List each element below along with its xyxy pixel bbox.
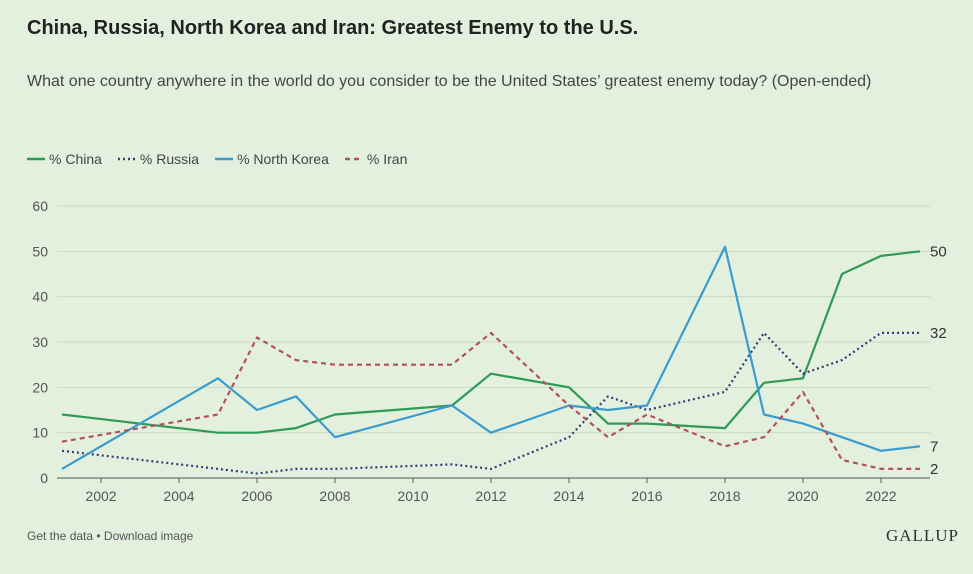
y-tick-label: 10 xyxy=(32,425,48,441)
legend-label-russia: % Russia xyxy=(139,151,200,167)
x-tick-label: 2002 xyxy=(85,488,116,504)
x-tick-label: 2010 xyxy=(397,488,428,504)
legend: % China % Russia % North Korea % Iran xyxy=(27,151,407,167)
chart-subtitle: What one country anywhere in the world d… xyxy=(27,73,872,90)
series-line-north-korea xyxy=(61,245,921,470)
legend-label-china: % China xyxy=(49,151,102,167)
series-line-iran xyxy=(61,331,920,470)
y-tick-label: 20 xyxy=(32,379,48,395)
x-tick-label: 2014 xyxy=(553,488,584,504)
legend-swatch-iran xyxy=(344,157,363,161)
legend-swatch-china xyxy=(27,157,45,161)
legend-swatch-north-korea xyxy=(215,157,234,161)
legend-item-china[interactable]: % China xyxy=(27,151,102,167)
x-tick-label: 2016 xyxy=(631,488,662,504)
y-tick-label: 40 xyxy=(32,289,48,305)
y-tick-label: 60 xyxy=(32,198,48,214)
end-label: 2 xyxy=(930,461,938,478)
y-tick-label: 0 xyxy=(40,470,48,486)
end-label: 32 xyxy=(930,325,947,342)
get-data-link[interactable]: Get the data xyxy=(27,529,94,543)
legend-label-iran: % Iran xyxy=(366,151,408,167)
x-tick-label: 2008 xyxy=(319,488,350,504)
legend-swatch-russia xyxy=(117,157,136,161)
x-tick-label: 2012 xyxy=(475,488,506,504)
x-tick-label: 2022 xyxy=(865,488,896,504)
y-tick-label: 30 xyxy=(32,334,48,350)
x-tick-label: 2020 xyxy=(787,488,818,504)
footer-separator: • xyxy=(93,529,104,543)
legend-item-russia[interactable]: % Russia xyxy=(117,151,200,167)
legend-label-north-korea: % North Korea xyxy=(237,151,329,167)
legend-item-iran[interactable]: % Iran xyxy=(344,151,408,167)
legend-item-north-korea[interactable]: % North Korea xyxy=(215,151,329,167)
series-line-china xyxy=(61,250,921,434)
gallup-logo: GALLUP xyxy=(885,526,959,545)
y-tick-label: 50 xyxy=(32,243,48,259)
chart-title: China, Russia, North Korea and Iran: Gre… xyxy=(27,17,639,39)
series-line-russia xyxy=(61,331,920,475)
download-image-link[interactable]: Download image xyxy=(103,529,194,543)
x-tick-label: 2006 xyxy=(241,488,272,504)
end-label: 7 xyxy=(930,438,938,455)
footer: Get the data • Download image xyxy=(27,529,193,543)
x-tick-label: 2004 xyxy=(163,488,194,504)
end-label: 50 xyxy=(930,243,947,260)
x-tick-label: 2018 xyxy=(709,488,740,504)
